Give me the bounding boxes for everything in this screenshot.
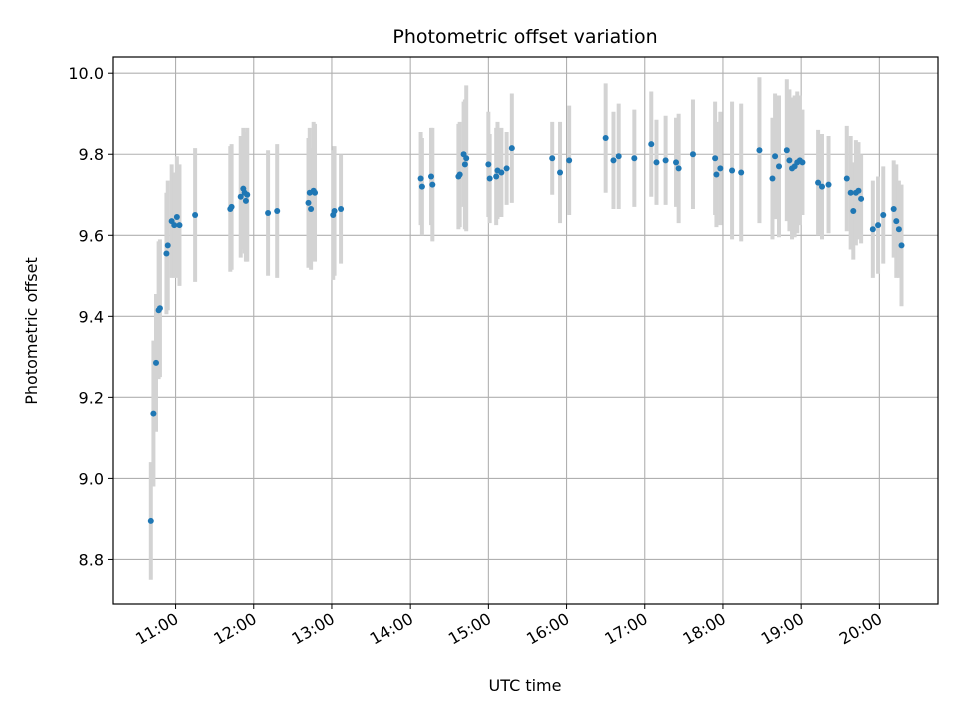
data-point xyxy=(549,155,556,162)
data-point xyxy=(163,250,170,257)
data-point xyxy=(176,222,183,229)
data-point xyxy=(825,181,832,188)
data-point xyxy=(486,175,493,182)
data-point xyxy=(769,175,776,182)
data-point xyxy=(717,165,724,172)
data-point xyxy=(602,135,609,142)
data-point xyxy=(428,173,435,180)
data-point xyxy=(713,171,720,178)
data-point xyxy=(875,222,882,229)
data-point xyxy=(503,165,510,172)
data-point xyxy=(689,151,696,158)
data-point xyxy=(461,161,468,168)
data-point xyxy=(493,173,500,180)
data-point xyxy=(312,189,319,196)
data-point xyxy=(610,157,617,164)
data-point xyxy=(815,179,822,186)
data-point xyxy=(150,410,157,417)
y-axis-title: Photometric offset xyxy=(22,257,41,405)
data-point xyxy=(274,207,281,214)
data-point xyxy=(850,207,857,214)
data-point xyxy=(662,157,669,164)
y-tick-label: 9.8 xyxy=(79,145,104,164)
data-point xyxy=(338,205,345,212)
data-point xyxy=(418,183,425,190)
x-axis-title: UTC time xyxy=(489,676,562,695)
data-point xyxy=(756,147,763,154)
data-point xyxy=(819,183,826,190)
data-point xyxy=(772,153,779,160)
data-point xyxy=(729,167,736,174)
y-tick-label: 9.2 xyxy=(79,388,104,407)
data-point xyxy=(783,147,790,154)
data-point xyxy=(738,169,745,176)
data-point xyxy=(799,159,806,166)
data-point xyxy=(173,214,180,221)
data-point xyxy=(242,197,249,204)
data-point xyxy=(786,157,793,164)
plot-frame xyxy=(112,56,939,605)
data-point xyxy=(631,155,638,162)
data-point xyxy=(164,242,171,249)
y-axis-ticks: 8.8 9.0 9.2 9.4 9.6 9.8 10.0 xyxy=(68,64,113,569)
data-point xyxy=(498,169,505,176)
data-point xyxy=(228,203,235,210)
data-point xyxy=(712,155,719,162)
data-point xyxy=(847,189,854,196)
data-point xyxy=(171,222,178,229)
chart-title: Photometric offset variation xyxy=(392,26,657,48)
y-tick-label: 10.0 xyxy=(68,64,104,83)
data-point xyxy=(869,226,876,233)
data-point xyxy=(485,161,492,168)
data-point xyxy=(557,169,564,176)
data-point xyxy=(858,195,865,202)
y-tick-label: 8.8 xyxy=(79,550,104,569)
data-point xyxy=(843,175,850,182)
data-point xyxy=(456,171,463,178)
data-point xyxy=(508,145,515,152)
data-point xyxy=(265,209,272,216)
data-point xyxy=(895,226,902,233)
data-point xyxy=(673,159,680,166)
data-point xyxy=(615,153,622,160)
y-tick-label: 9.0 xyxy=(79,469,104,488)
data-point xyxy=(156,305,163,312)
data-point xyxy=(192,212,199,219)
data-point xyxy=(237,193,244,200)
data-point xyxy=(675,165,682,172)
data-point xyxy=(429,181,436,188)
data-points xyxy=(147,135,905,524)
data-point xyxy=(153,359,160,366)
data-point xyxy=(566,157,573,164)
data-point xyxy=(898,242,905,249)
data-point xyxy=(305,199,312,206)
data-point xyxy=(308,205,315,212)
data-point xyxy=(244,191,251,198)
y-tick-label: 9.4 xyxy=(79,307,104,326)
data-point xyxy=(331,207,338,214)
data-point xyxy=(890,205,897,212)
data-point xyxy=(417,175,424,182)
data-point xyxy=(648,141,655,148)
data-point xyxy=(775,163,782,170)
y-tick-label: 9.6 xyxy=(79,226,104,245)
data-point xyxy=(463,155,470,162)
data-point xyxy=(147,517,154,524)
data-point xyxy=(880,212,887,219)
data-point xyxy=(855,187,862,194)
data-point xyxy=(893,218,900,225)
data-point xyxy=(653,159,660,166)
